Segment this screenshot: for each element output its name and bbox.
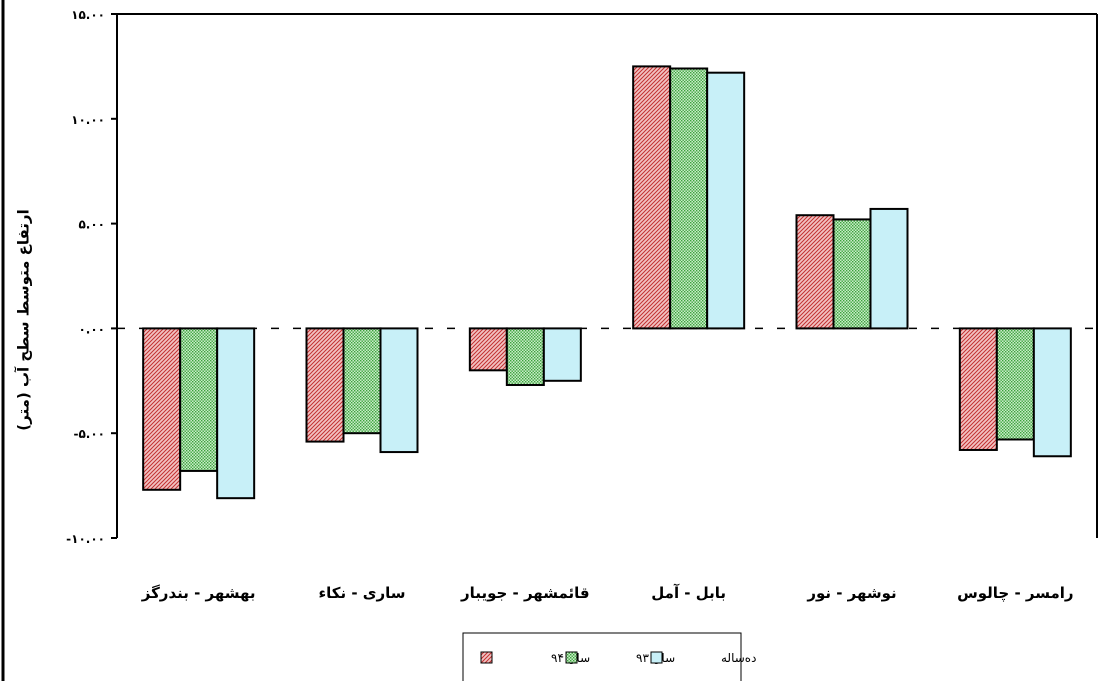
bar [1032, 327, 1072, 458]
y-tick-label: -۵.۰۰ [73, 427, 105, 441]
bar [216, 327, 256, 500]
x-category-label: قائمشهر - جویبار [460, 584, 590, 602]
bar [869, 207, 909, 330]
x-category-label: بابل - آمل [651, 584, 726, 602]
y-tick-label: -۱۰.۰۰ [66, 532, 105, 546]
legend-swatch [480, 651, 493, 664]
bar [142, 327, 182, 491]
bar [632, 65, 672, 330]
bar [468, 327, 508, 372]
x-category-label: نوشهر - نور [806, 584, 896, 602]
bar [995, 327, 1035, 441]
bar [832, 218, 872, 330]
legend-swatch [650, 651, 663, 664]
bar [379, 327, 419, 454]
bar [669, 67, 709, 330]
y-tick-label: ۱۵.۰۰ [71, 8, 105, 22]
x-category-label: ساری - نکاء [318, 584, 405, 602]
legend-swatch [565, 651, 578, 664]
bar [305, 327, 345, 443]
x-category-label: رامسر - چالوس [957, 584, 1074, 603]
y-tick-label: ۱۰.۰۰ [71, 113, 105, 127]
bar [505, 327, 545, 386]
bar [179, 327, 219, 472]
legend-label: ده‌ساله [721, 651, 756, 665]
bar [706, 71, 746, 330]
bar [795, 214, 835, 330]
bar [542, 327, 582, 382]
legend-box [462, 632, 742, 681]
x-category-label: بهشهر - بندرگز [141, 584, 256, 602]
y-tick-label: ۵.۰۰ [78, 218, 105, 232]
y-tick-label: ۰.۰۰ [78, 322, 105, 336]
bar [958, 327, 998, 451]
bar [342, 327, 382, 435]
